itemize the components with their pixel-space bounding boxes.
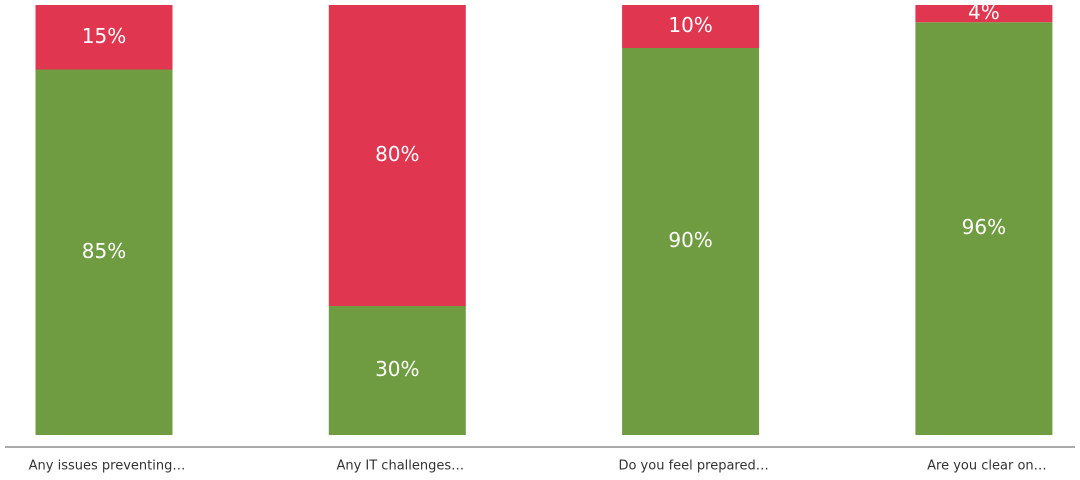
- x-tick-label: Any issues preventing…: [29, 459, 186, 474]
- x-tick-label: Are you clear on…: [927, 459, 1047, 474]
- bar-segment: [622, 48, 760, 435]
- bars: [35, 5, 1053, 435]
- data-label: 80%: [375, 142, 419, 166]
- bar-segment: [622, 5, 760, 48]
- data-label: 90%: [668, 228, 712, 252]
- bar-segment: [915, 5, 1053, 23]
- data-label: 85%: [82, 239, 126, 263]
- bar-segment: [915, 22, 1053, 435]
- x-tick-label: Do you feel prepared…: [618, 459, 768, 474]
- bar-segment: [328, 5, 466, 306]
- bar-segment: [35, 5, 173, 70]
- bar-segment: [35, 69, 173, 435]
- data-label: 96%: [962, 215, 1006, 239]
- x-tick-label: Any IT challenges…: [336, 459, 464, 474]
- data-label: 15%: [82, 24, 126, 48]
- data-label: 30%: [375, 357, 419, 381]
- data-label: 4%: [968, 0, 1000, 24]
- bar-segment: [328, 306, 466, 435]
- data-label: 10%: [668, 13, 712, 37]
